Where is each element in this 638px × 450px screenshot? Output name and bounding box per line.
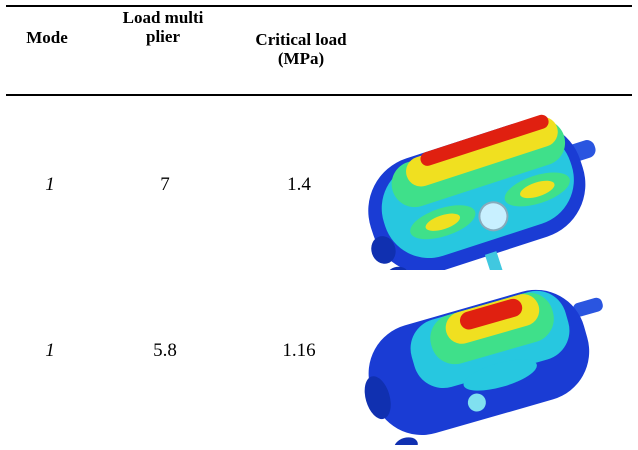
load-multiplier-cell: 5.8 <box>115 340 215 362</box>
critical-load-cell: 1.16 <box>249 340 349 362</box>
header-cell: Mode <box>26 28 68 47</box>
load-multiplier-cell: 7 <box>115 174 215 196</box>
table-page: Mode Load multiplier Critical load (MPa)… <box>0 0 638 450</box>
mode-cell: 1 <box>0 340 100 362</box>
header-cell: Critical load (MPa) <box>252 30 350 68</box>
top-rule <box>6 5 632 7</box>
critical-load-cell: 1.4 <box>249 174 349 196</box>
header-cell: Load multiplier <box>120 8 206 46</box>
mode-cell: 1 <box>0 174 100 196</box>
mode-shape-image <box>345 270 630 445</box>
mode-shape-image <box>345 105 630 270</box>
header-rule <box>6 94 632 96</box>
